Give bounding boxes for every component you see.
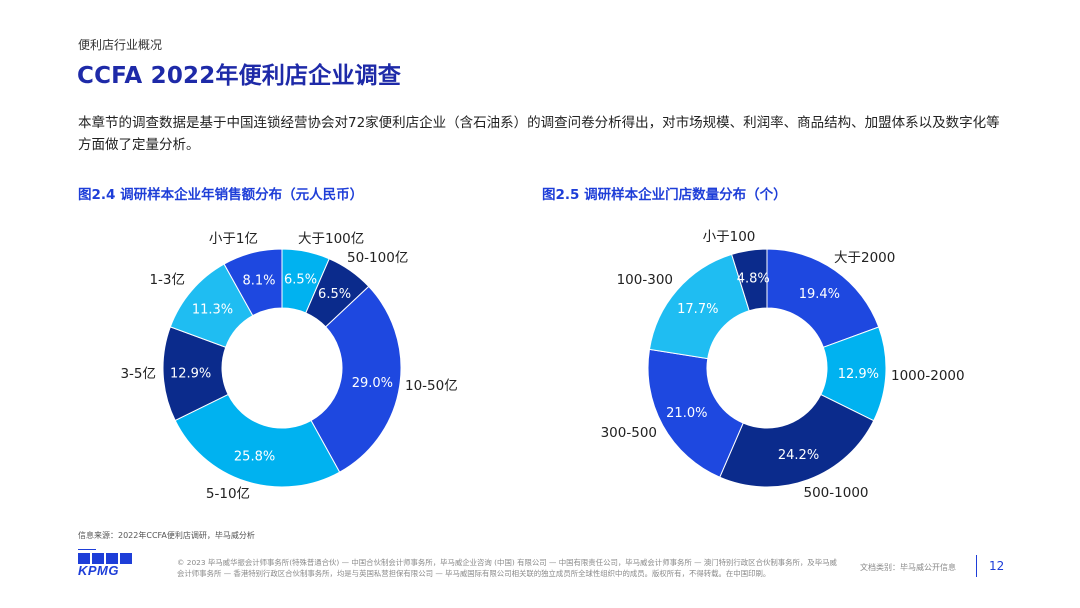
slice-value-label: 11.3% xyxy=(192,303,233,318)
slice-value-label: 25.8% xyxy=(234,449,275,464)
sales-donut: 6.5% 大于100亿 6.5% 50-100亿 29.0% 10-50亿 25.8% 5-1… xyxy=(120,231,457,502)
kpmg-logo: KPMG xyxy=(78,553,134,579)
slice-value-label: 17.7% xyxy=(677,302,718,317)
slice-category-label: 大于2000 xyxy=(834,250,895,266)
intro-paragraph: 本章节的调查数据是基于中国连锁经营协会对72家便利店企业（含石油系）的调查问卷分… xyxy=(78,115,1000,153)
slice-value-label: 21.0% xyxy=(666,406,707,421)
slice-category-label: 小于1亿 xyxy=(209,231,258,247)
slice-category-label: 1-3亿 xyxy=(149,272,185,288)
slice-category-label: 50-100亿 xyxy=(347,250,408,266)
slice-category-label: 3-5亿 xyxy=(120,366,156,382)
donut-slice xyxy=(174,393,341,488)
page-title: CCFA 2022年便利店企业调查 xyxy=(77,63,402,89)
kpmg-logo-text: KPMG xyxy=(78,563,119,578)
source-note: 信息来源：2022年CCFA便利店调研，毕马威分析 xyxy=(78,531,255,540)
page-number: 12 xyxy=(989,559,1005,573)
section-label: 便利店行业概况 xyxy=(78,38,163,52)
kpmg-logo-boxes xyxy=(78,553,134,564)
footer-disclaimer: © 2023 毕马威华振会计师事务所(特殊普通合伙) — 中国合伙制会计师事务所… xyxy=(177,558,837,578)
slice-category-label: 5-10亿 xyxy=(206,486,250,502)
chart-title-stores: 图2.5 调研样本企业门店数量分布（个） xyxy=(542,187,787,203)
donut-slice xyxy=(223,248,283,317)
slice-category-label: 100-300 xyxy=(617,272,673,288)
slice-value-label: 6.5% xyxy=(318,287,351,302)
donut-slice xyxy=(719,393,875,488)
donut-slice xyxy=(647,348,744,478)
stores-donut: 19.4% 大于2000 12.9% 1000-2000 24.2% 500-1000 21… xyxy=(601,229,965,501)
slice-category-label: 大于100亿 xyxy=(298,231,364,247)
donut-slice xyxy=(310,285,402,473)
slice-value-label: 4.8% xyxy=(737,272,770,287)
slice-value-label: 24.2% xyxy=(778,448,819,463)
slice-category-label: 500-1000 xyxy=(804,485,869,501)
slice-value-label: 6.5% xyxy=(284,272,317,287)
slice-value-label: 19.4% xyxy=(799,287,840,302)
slice-value-label: 29.0% xyxy=(352,376,393,391)
slice-value-label: 12.9% xyxy=(170,367,211,382)
footer-rule xyxy=(78,549,96,550)
slice-value-label: 12.9% xyxy=(838,367,879,382)
donut-slice xyxy=(731,248,768,312)
slice-value-label: 8.1% xyxy=(242,273,275,288)
footer-divider xyxy=(976,555,977,577)
document-classification: 文档类别：毕马威公开信息 xyxy=(860,563,956,572)
slice-category-label: 300-500 xyxy=(601,425,657,441)
slice-category-label: 小于100 xyxy=(703,229,756,245)
slice-category-label: 10-50亿 xyxy=(405,378,458,394)
chart-title-sales: 图2.4 调研样本企业年销售额分布（元人民币） xyxy=(78,187,364,203)
slice-category-label: 1000-2000 xyxy=(891,368,965,384)
